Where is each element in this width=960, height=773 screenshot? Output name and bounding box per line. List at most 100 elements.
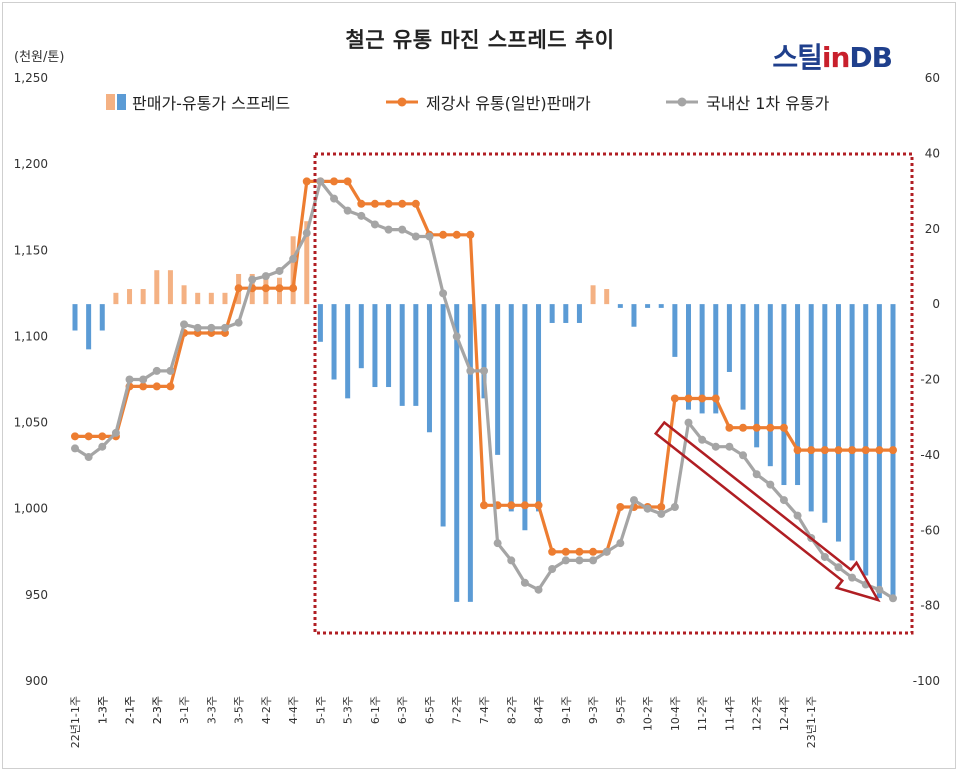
distribution-price-point xyxy=(698,394,707,403)
domestic-price-point xyxy=(180,320,189,329)
y-tick-label: 950 xyxy=(25,588,48,602)
spread-bar xyxy=(195,292,201,305)
legend-label-distribution-price: 제강사 유통(일반)판매가 xyxy=(426,94,591,113)
domestic-price-point xyxy=(193,323,202,332)
x-tick-label: 1-3주 xyxy=(96,696,109,724)
distribution-price-point xyxy=(766,423,775,432)
domestic-price-point xyxy=(602,547,611,556)
domestic-price-point xyxy=(343,206,352,215)
x-tick-label: 3-5주 xyxy=(233,696,246,724)
domestic-price-series xyxy=(71,177,897,603)
domestic-price-point xyxy=(425,232,434,241)
domestic-price-point xyxy=(875,585,884,594)
domestic-price-point xyxy=(629,496,638,505)
y-tick-label: 1,250 xyxy=(14,71,48,85)
legend-swatch-spread-positive xyxy=(106,94,115,110)
x-tick-label: 4-2주 xyxy=(260,696,273,724)
spread-bar xyxy=(835,304,841,542)
distribution-price-point xyxy=(384,199,393,208)
spread-bar xyxy=(740,304,746,410)
distribution-price-point xyxy=(139,382,148,391)
y2-tick-label: -20 xyxy=(920,373,940,387)
distribution-price-point xyxy=(166,382,175,391)
distribution-price-point xyxy=(752,423,761,432)
distribution-price-point xyxy=(275,284,284,293)
domestic-price-point xyxy=(261,272,270,281)
x-tick-label: 8-4주 xyxy=(533,696,546,724)
distribution-price-point xyxy=(589,547,598,556)
domestic-price-point xyxy=(71,444,79,453)
domestic-price-point xyxy=(739,451,748,460)
distribution-price-point xyxy=(657,502,666,511)
spread-bar xyxy=(658,304,664,308)
domestic-price-point xyxy=(493,539,502,548)
logo-part-in: in xyxy=(821,41,851,74)
domestic-price-point xyxy=(684,418,693,427)
domestic-price-point xyxy=(398,225,407,234)
distribution-price-point xyxy=(848,446,857,455)
distribution-price-point xyxy=(820,446,829,455)
domestic-price-point xyxy=(411,232,420,241)
distribution-price-point xyxy=(480,501,488,510)
domestic-price-point xyxy=(534,585,543,594)
y2-tick-label: 20 xyxy=(925,222,940,236)
y-tick-label: 1,200 xyxy=(14,157,48,171)
domestic-price-point xyxy=(575,556,584,565)
y-axis-unit-label: (천원/톤) xyxy=(14,50,65,65)
domestic-price-point xyxy=(670,502,679,511)
spread-bar xyxy=(604,289,610,305)
x-tick-label: 10-4주 xyxy=(669,696,682,731)
domestic-price-point xyxy=(125,375,134,384)
spread-bar xyxy=(617,304,623,308)
domestic-price-point xyxy=(820,552,829,561)
distribution-price-point xyxy=(807,446,816,455)
y-tick-label: 1,050 xyxy=(14,416,48,430)
spread-bar xyxy=(72,304,78,331)
spread-bar xyxy=(304,221,310,305)
x-tick-label: 9-1주 xyxy=(560,696,573,724)
spread-bar xyxy=(86,304,92,350)
x-tick-label: 9-5주 xyxy=(614,696,627,724)
domestic-price-point xyxy=(289,254,298,263)
distribution-price-point xyxy=(793,446,802,455)
trend-arrow xyxy=(653,420,881,603)
domestic-price-point xyxy=(111,428,120,437)
spread-bar xyxy=(154,270,160,305)
highlight-box xyxy=(313,152,914,635)
spread-bar xyxy=(781,304,787,486)
domestic-price-point xyxy=(507,556,516,565)
domestic-price-point xyxy=(98,442,107,451)
spread-bar xyxy=(754,304,760,448)
domestic-price-point xyxy=(548,565,557,574)
domestic-price-point xyxy=(752,470,761,479)
distribution-price-point xyxy=(875,446,884,455)
domestic-price-point xyxy=(848,573,857,582)
x-tick-label: 2-3주 xyxy=(151,696,164,724)
spread-bars xyxy=(72,221,896,602)
domestic-price-point xyxy=(166,366,175,375)
legend-label-spread: 판매가-유통가 스프레드 xyxy=(132,94,291,113)
x-tick-label: 6-5주 xyxy=(423,696,436,724)
distribution-price-point xyxy=(439,230,448,239)
spread-bar xyxy=(426,304,432,433)
domestic-price-point xyxy=(330,194,339,203)
x-tick-label: 12-2주 xyxy=(751,696,764,731)
legend-item-spread: 판매가-유통가 스프레드 xyxy=(106,90,290,114)
x-tick-label: 8-2주 xyxy=(505,696,518,724)
spread-bar xyxy=(563,304,569,323)
logo-part-db: DB xyxy=(849,41,893,74)
domestic-price-point xyxy=(657,509,666,518)
spread-bar xyxy=(631,304,637,327)
spread-bar xyxy=(522,304,528,531)
x-tick-label: 6-1주 xyxy=(369,696,382,724)
y2-tick-label: -40 xyxy=(920,448,940,462)
x-tick-label: 7-2주 xyxy=(451,696,464,724)
spread-bar xyxy=(699,304,705,414)
x-tick-label: 6-3주 xyxy=(396,696,409,724)
domestic-price-point xyxy=(725,442,734,451)
spread-bar xyxy=(167,270,173,305)
spread-bar xyxy=(127,289,133,305)
logo-part-steel: 스틸 xyxy=(772,41,823,74)
domestic-price-point xyxy=(370,220,379,229)
x-tick-label: 4-4주 xyxy=(287,696,300,724)
